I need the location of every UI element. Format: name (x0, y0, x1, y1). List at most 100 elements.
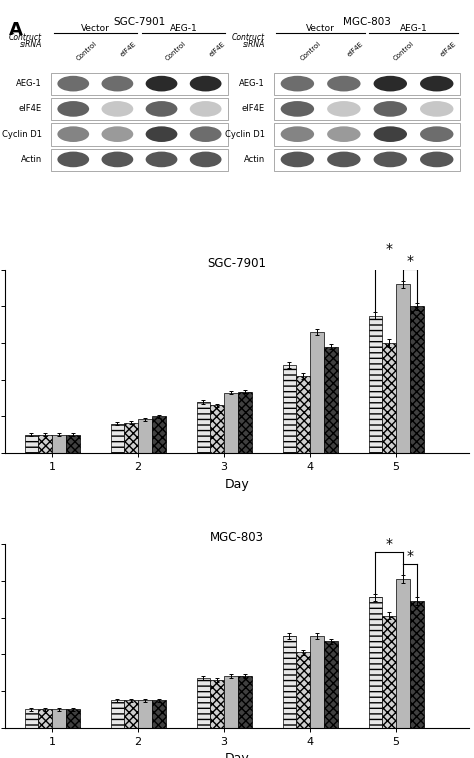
Ellipse shape (420, 152, 454, 168)
Bar (410, 601, 424, 728)
Text: *: * (386, 242, 393, 256)
Text: eIF4E: eIF4E (19, 105, 42, 114)
Text: Actin: Actin (244, 155, 265, 164)
Bar (238, 392, 252, 453)
Bar (110, 700, 124, 728)
Text: Vector: Vector (306, 23, 335, 33)
Text: AEG-1: AEG-1 (239, 79, 265, 88)
Bar (283, 365, 296, 453)
Ellipse shape (327, 76, 361, 92)
Bar (51, 149, 228, 171)
Bar (296, 653, 310, 728)
Bar (238, 676, 252, 728)
Text: eIF4E: eIF4E (120, 40, 138, 58)
Bar (274, 124, 460, 146)
Bar (224, 676, 238, 728)
Text: Control: Control (392, 40, 415, 62)
Text: AEG-1: AEG-1 (400, 23, 428, 33)
Bar (197, 402, 210, 453)
Ellipse shape (420, 127, 454, 142)
Ellipse shape (101, 76, 133, 92)
Text: eIF4E: eIF4E (439, 40, 457, 58)
Bar (124, 700, 138, 728)
Ellipse shape (57, 76, 89, 92)
Bar (152, 416, 165, 453)
Text: Cyclin D1: Cyclin D1 (225, 130, 265, 139)
Bar (296, 376, 310, 453)
Ellipse shape (190, 76, 221, 92)
Bar (396, 284, 410, 453)
Text: siRNA: siRNA (19, 40, 42, 49)
Ellipse shape (281, 152, 314, 168)
Ellipse shape (190, 152, 221, 168)
Title: SGC-7901: SGC-7901 (208, 257, 266, 270)
Text: siRNA: siRNA (243, 40, 265, 49)
Bar (224, 393, 238, 453)
Bar (38, 435, 52, 453)
Text: Control: Control (300, 40, 322, 62)
Bar (52, 435, 66, 453)
Bar (383, 343, 396, 453)
Ellipse shape (374, 76, 407, 92)
Text: *: * (406, 549, 413, 562)
Ellipse shape (327, 152, 361, 168)
Ellipse shape (420, 101, 454, 117)
Bar (52, 709, 66, 728)
Bar (25, 709, 38, 728)
Ellipse shape (146, 127, 177, 142)
Bar (138, 700, 152, 728)
Text: MGC-803: MGC-803 (343, 17, 391, 27)
X-axis label: Day: Day (225, 478, 249, 490)
Bar (25, 435, 38, 453)
Bar (369, 597, 383, 728)
Text: eIF4E: eIF4E (242, 105, 265, 114)
Title: MGC-803: MGC-803 (210, 531, 264, 544)
Text: Contruct: Contruct (9, 33, 42, 42)
Ellipse shape (101, 152, 133, 168)
Ellipse shape (374, 152, 407, 168)
Bar (51, 73, 228, 95)
Text: Actin: Actin (21, 155, 42, 164)
Bar (310, 636, 324, 728)
Bar (310, 332, 324, 453)
Ellipse shape (146, 101, 177, 117)
Bar (66, 435, 80, 453)
Bar (396, 579, 410, 728)
Ellipse shape (281, 101, 314, 117)
Bar (66, 709, 80, 728)
Bar (383, 615, 396, 728)
Bar (51, 98, 228, 121)
Ellipse shape (420, 76, 454, 92)
Ellipse shape (146, 152, 177, 168)
Ellipse shape (57, 127, 89, 142)
Ellipse shape (190, 101, 221, 117)
Bar (274, 98, 460, 121)
Bar (369, 315, 383, 453)
Bar (410, 306, 424, 453)
Ellipse shape (374, 127, 407, 142)
Bar (38, 709, 52, 728)
Text: AEG-1: AEG-1 (16, 79, 42, 88)
Bar (124, 423, 138, 453)
Text: AEG-1: AEG-1 (170, 23, 198, 33)
Bar (283, 636, 296, 728)
Text: eIF4E: eIF4E (346, 40, 365, 58)
Text: eIF4E: eIF4E (208, 40, 226, 58)
Text: Control: Control (164, 40, 187, 62)
X-axis label: Day: Day (225, 752, 249, 758)
Text: Cyclin D1: Cyclin D1 (2, 130, 42, 139)
Bar (197, 678, 210, 728)
Text: SGC-7901: SGC-7901 (113, 17, 165, 27)
Ellipse shape (190, 127, 221, 142)
Ellipse shape (327, 127, 361, 142)
Bar (324, 641, 337, 728)
Bar (210, 406, 224, 453)
Bar (210, 680, 224, 728)
Text: Control: Control (75, 40, 99, 62)
Ellipse shape (327, 101, 361, 117)
Ellipse shape (57, 152, 89, 168)
Bar (51, 124, 228, 146)
Ellipse shape (281, 76, 314, 92)
Text: Contruct: Contruct (232, 33, 265, 42)
Bar (152, 700, 165, 728)
